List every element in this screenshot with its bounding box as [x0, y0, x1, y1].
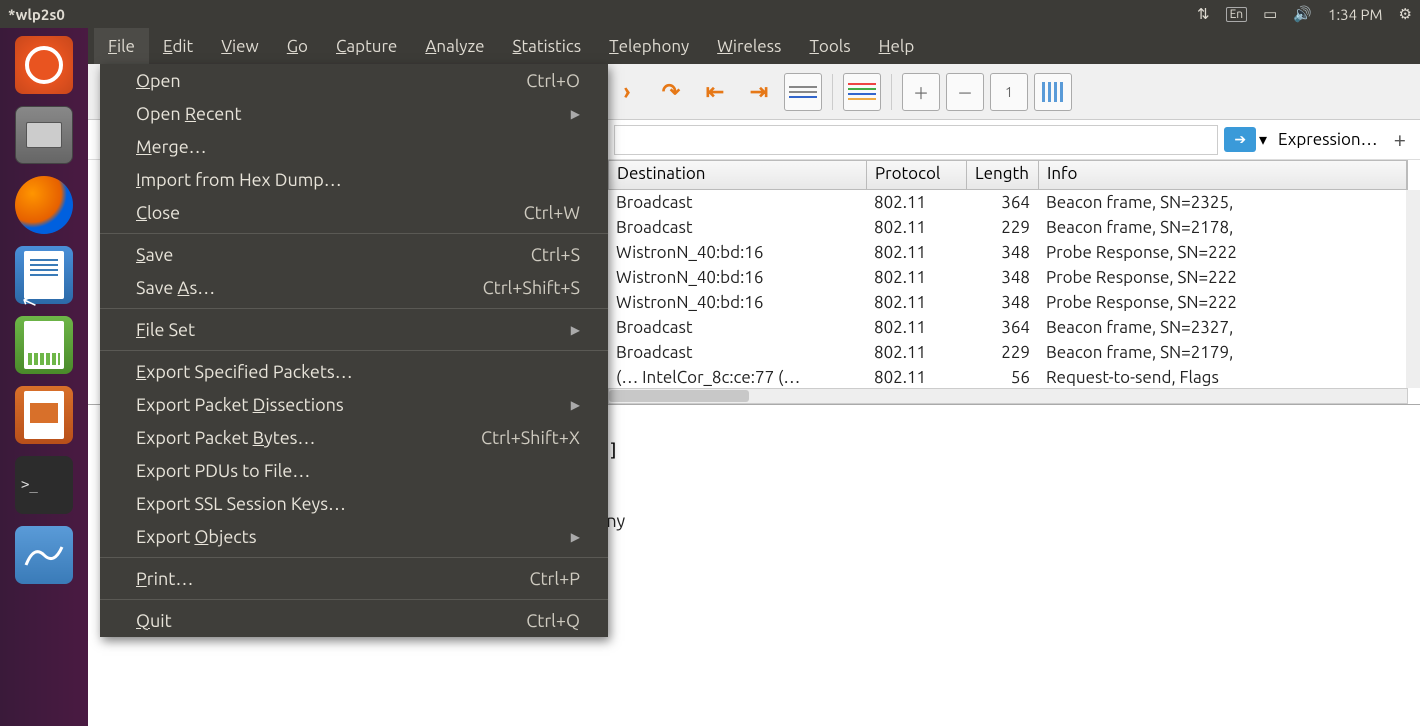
network-icon[interactable]: ⇅	[1197, 5, 1210, 23]
packet-row[interactable]: WistronN_40:bd:16802.11348Probe Response…	[608, 290, 1408, 315]
clock[interactable]: 1:34 PM	[1328, 6, 1383, 23]
zoom-in-icon[interactable]: ＋	[902, 73, 940, 111]
launcher: >_	[0, 28, 88, 726]
impress-icon[interactable]	[15, 386, 73, 444]
menu-capture[interactable]: Capture	[322, 28, 411, 64]
language-indicator[interactable]: En	[1226, 7, 1248, 22]
packet-row[interactable]: Broadcast802.11229Beacon frame, SN=2178,	[608, 215, 1408, 240]
menuitem-export-specified-packets[interactable]: Export Specified Packets…	[100, 355, 608, 388]
go-first-icon[interactable]: ⇤	[696, 73, 734, 111]
scrollbar-vertical[interactable]	[1406, 190, 1420, 388]
menuitem-print[interactable]: Print…Ctrl+P	[100, 562, 608, 595]
menu-statistics[interactable]: Statistics	[499, 28, 596, 64]
menu-edit[interactable]: Edit	[149, 28, 207, 64]
menuitem-close[interactable]: CloseCtrl+W	[100, 196, 608, 229]
battery-icon[interactable]: ▭	[1263, 5, 1277, 23]
menu-tools[interactable]: Tools	[795, 28, 864, 64]
menuitem-merge[interactable]: Merge…	[100, 130, 608, 163]
terminal-icon[interactable]: >_	[15, 456, 73, 514]
top-panel: *wlp2s0 ⇅ En ▭ 🔊 1:34 PM ⚙	[0, 0, 1420, 28]
menu-go[interactable]: Go	[273, 28, 322, 64]
column-length[interactable]: Length	[967, 161, 1039, 189]
window-title: *wlp2s0	[8, 6, 1197, 23]
packet-row[interactable]: WistronN_40:bd:16802.11348Probe Response…	[608, 240, 1408, 265]
jump-icon[interactable]: ↷	[652, 73, 690, 111]
column-protocol[interactable]: Protocol	[867, 161, 967, 189]
app-content: FileEditViewGoCaptureAnalyzeStatisticsTe…	[88, 28, 1420, 726]
zoom-out-icon[interactable]: －	[946, 73, 984, 111]
menu-view[interactable]: View	[207, 28, 273, 64]
dash-icon[interactable]	[15, 36, 73, 94]
scrollbar-horizontal[interactable]	[608, 388, 1408, 404]
files-icon[interactable]	[15, 106, 73, 164]
toolbar-divider	[832, 74, 833, 110]
menuitem-file-set[interactable]: File Set▶	[100, 313, 608, 346]
autoscroll-icon[interactable]	[784, 73, 822, 111]
packet-list-body[interactable]: Broadcast802.11364Beacon frame, SN=2325,…	[608, 190, 1408, 390]
menuitem-open[interactable]: OpenCtrl+O	[100, 64, 608, 97]
filter-dropdown-icon[interactable]: ▾	[1256, 130, 1270, 149]
packet-row[interactable]: Broadcast802.11229Beacon frame, SN=2179,	[608, 340, 1408, 365]
file-menu-dropdown: OpenCtrl+OOpen Recent▶Merge…Import from …	[100, 64, 608, 637]
display-filter-input[interactable]	[614, 125, 1218, 155]
go-last-icon[interactable]: ⇥	[740, 73, 778, 111]
menuitem-import-from-hex-dump[interactable]: Import from Hex Dump…	[100, 163, 608, 196]
menu-analyze[interactable]: Analyze	[411, 28, 498, 64]
packet-row[interactable]: Broadcast802.11364Beacon frame, SN=2325,	[608, 190, 1408, 215]
menuitem-export-packet-dissections[interactable]: Export Packet Dissections▶	[100, 388, 608, 421]
packet-row[interactable]: Broadcast802.11364Beacon frame, SN=2327,	[608, 315, 1408, 340]
column-info[interactable]: Info	[1039, 161, 1407, 189]
zoom-reset-icon[interactable]: 1	[990, 73, 1028, 111]
menu-telephony[interactable]: Telephony	[595, 28, 703, 64]
menuitem-export-packet-bytes[interactable]: Export Packet Bytes…Ctrl+Shift+X	[100, 421, 608, 454]
go-forward-icon[interactable]: ›	[608, 73, 646, 111]
tree-bracket: ]	[608, 440, 619, 461]
menuitem-export-pdus-to-file[interactable]: Export PDUs to File…	[100, 454, 608, 487]
system-indicators: ⇅ En ▭ 🔊 1:34 PM ⚙	[1197, 5, 1412, 23]
wireshark-icon[interactable]	[15, 526, 73, 584]
add-filter-button[interactable]: +	[1386, 127, 1414, 152]
toolbar-divider	[891, 74, 892, 110]
menu-file[interactable]: File	[94, 28, 149, 64]
resize-columns-icon[interactable]	[1034, 73, 1072, 111]
menu-wireless[interactable]: Wireless	[703, 28, 795, 64]
colorize-icon[interactable]	[843, 73, 881, 111]
packet-row[interactable]: WistronN_40:bd:16802.11348Probe Response…	[608, 265, 1408, 290]
menuitem-save-as[interactable]: Save As…Ctrl+Shift+S	[100, 271, 608, 304]
volume-icon[interactable]: 🔊	[1293, 5, 1312, 23]
menuitem-save[interactable]: SaveCtrl+S	[100, 238, 608, 271]
menuitem-open-recent[interactable]: Open Recent▶	[100, 97, 608, 130]
firefox-icon[interactable]	[15, 176, 73, 234]
apply-filter-button[interactable]: ➔	[1224, 127, 1256, 152]
gear-icon[interactable]: ⚙	[1399, 5, 1412, 23]
menuitem-quit[interactable]: QuitCtrl+Q	[100, 604, 608, 637]
menubar: FileEditViewGoCaptureAnalyzeStatisticsTe…	[88, 28, 1420, 64]
column-destination[interactable]: Destination	[609, 161, 867, 189]
menu-help[interactable]: Help	[865, 28, 929, 64]
calc-icon[interactable]	[15, 316, 73, 374]
menuitem-export-ssl-session-keys[interactable]: Export SSL Session Keys…	[100, 487, 608, 520]
packet-row[interactable]: (… IntelCor_8c:ce:77 (…802.1156Request-t…	[608, 365, 1408, 390]
menuitem-export-objects[interactable]: Export Objects▶	[100, 520, 608, 553]
expression-button[interactable]: Expression…	[1270, 130, 1386, 149]
packet-list-header: DestinationProtocolLengthInfo	[608, 160, 1408, 190]
